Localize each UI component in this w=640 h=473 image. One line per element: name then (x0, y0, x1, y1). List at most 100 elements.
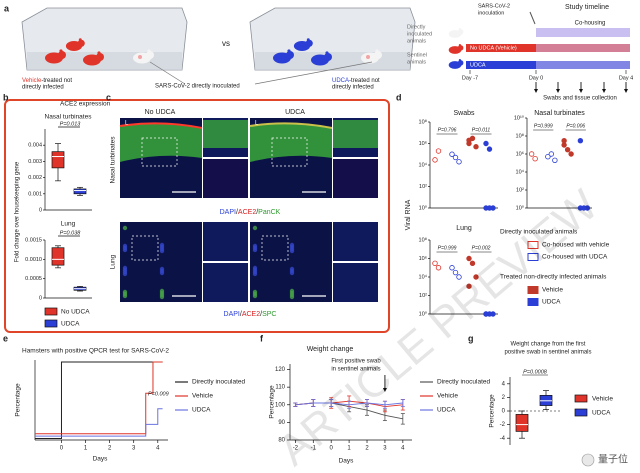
label: UDCA (470, 62, 486, 68)
label: P=0.038 (60, 230, 82, 236)
y-tick-label: 10⁸ (419, 236, 427, 243)
label: P=0.796 (438, 127, 457, 133)
x-tick-label: 0 (60, 446, 64, 452)
label: inoculated (407, 31, 432, 37)
data-point (432, 157, 438, 163)
hamster-head (58, 51, 66, 59)
y-tick-label: 80 (278, 438, 285, 444)
label: directly infected (22, 85, 64, 91)
label: SARS-CoV-2 (478, 3, 510, 9)
alveolar-cell (252, 225, 258, 231)
data-point (561, 138, 567, 144)
legend-label: Co-housed with vehicle (542, 242, 610, 249)
legend-label: Vehicle (192, 393, 213, 400)
data-point (552, 157, 558, 163)
data-point (577, 205, 584, 211)
zoom-box (141, 137, 178, 167)
label: L (125, 121, 129, 127)
legend-label: UDCA (61, 321, 80, 328)
stain-name: ACE2 (242, 311, 260, 318)
label: Lung (456, 225, 472, 232)
caption-rest: -treated not (349, 78, 380, 84)
data-point (528, 151, 535, 157)
y-tick-label: 100 (275, 402, 286, 408)
y-tick-label: 10² (516, 187, 524, 193)
shape (536, 28, 630, 37)
alveolar-cell (122, 225, 128, 231)
hamster-ear (78, 38, 82, 42)
shape (536, 44, 630, 52)
alveolar-cell (252, 289, 258, 295)
hamster-ear (458, 27, 462, 31)
legend-swatch (527, 298, 539, 306)
hamster-head (374, 51, 382, 59)
legend-heading: Treated non-directly infected animals (500, 274, 607, 281)
label: Swabs and tissue collection (543, 96, 617, 102)
label: in sentinel animals (331, 367, 380, 373)
data-point (456, 159, 462, 165)
y-tick-label: 110 (275, 385, 285, 391)
data-point (432, 260, 438, 267)
label: L (255, 121, 259, 127)
caption-highlight: Vehicle (22, 78, 42, 84)
data-point (449, 151, 455, 157)
y-tick-label: 0.0010 (25, 257, 42, 263)
legend-label: UDCA (192, 407, 211, 414)
hamster-head (457, 45, 464, 51)
x-tick-label: -1 (311, 446, 317, 452)
y-tick-label: 0.0005 (25, 276, 42, 282)
data-point (532, 156, 538, 162)
data-point (483, 311, 489, 317)
stain-name: ACE2 (238, 209, 256, 216)
y-tick-label: -2 (500, 422, 506, 428)
x-tick-label: 3 (383, 446, 387, 452)
tissue-red (119, 122, 203, 129)
box (515, 414, 529, 432)
x-tick-label: 3 (132, 446, 136, 452)
legend-swatch (527, 241, 539, 249)
hamster-head (324, 53, 332, 61)
alveolar-cell (252, 243, 258, 249)
micrograph-inset (333, 263, 378, 302)
micrograph-inset (203, 222, 248, 261)
alveolar-cell (289, 242, 295, 248)
label: P=0.002 (472, 245, 491, 251)
legend-label: Vehicle (592, 396, 613, 403)
caption: Vehicle-treated not (22, 78, 72, 84)
arrow-head (382, 388, 387, 392)
x-tick-label: 2 (365, 446, 369, 452)
hamster-ear (59, 49, 63, 53)
arrow-head (624, 89, 628, 93)
label: First positive swab (331, 359, 381, 365)
data-point (548, 151, 555, 157)
label: P=0.999 (438, 245, 457, 251)
y-tick-label: 10⁸ (516, 132, 524, 139)
data-point (452, 269, 459, 276)
data-point (584, 205, 591, 211)
hamster-head (77, 39, 85, 47)
legend-label: Vehicle (437, 393, 458, 400)
box (51, 247, 65, 266)
label: Directly (407, 24, 426, 30)
label: ACE2 expression (60, 101, 111, 108)
data-point (435, 148, 442, 154)
x-tick-label: 4 (401, 446, 405, 452)
hamster-head (286, 51, 294, 59)
box (73, 188, 87, 195)
x-tick-label: 1 (347, 446, 351, 452)
stain-name: / (240, 311, 242, 318)
y-tick-label: 0.002 (28, 175, 42, 181)
y-tick-label: 10⁰ (419, 310, 428, 317)
panel-label: c (106, 92, 111, 102)
shape (536, 61, 630, 69)
label: inoculation (478, 10, 504, 16)
panel-label: b (3, 92, 9, 102)
legend-swatch (527, 253, 539, 261)
label: Weight change (307, 346, 354, 353)
label: positive swab in sentinel animals (504, 350, 591, 356)
panel-label: a (4, 3, 10, 13)
label: animals (407, 59, 426, 65)
label: Nasal turbinates (110, 136, 117, 184)
label: No UDCA (145, 109, 176, 116)
